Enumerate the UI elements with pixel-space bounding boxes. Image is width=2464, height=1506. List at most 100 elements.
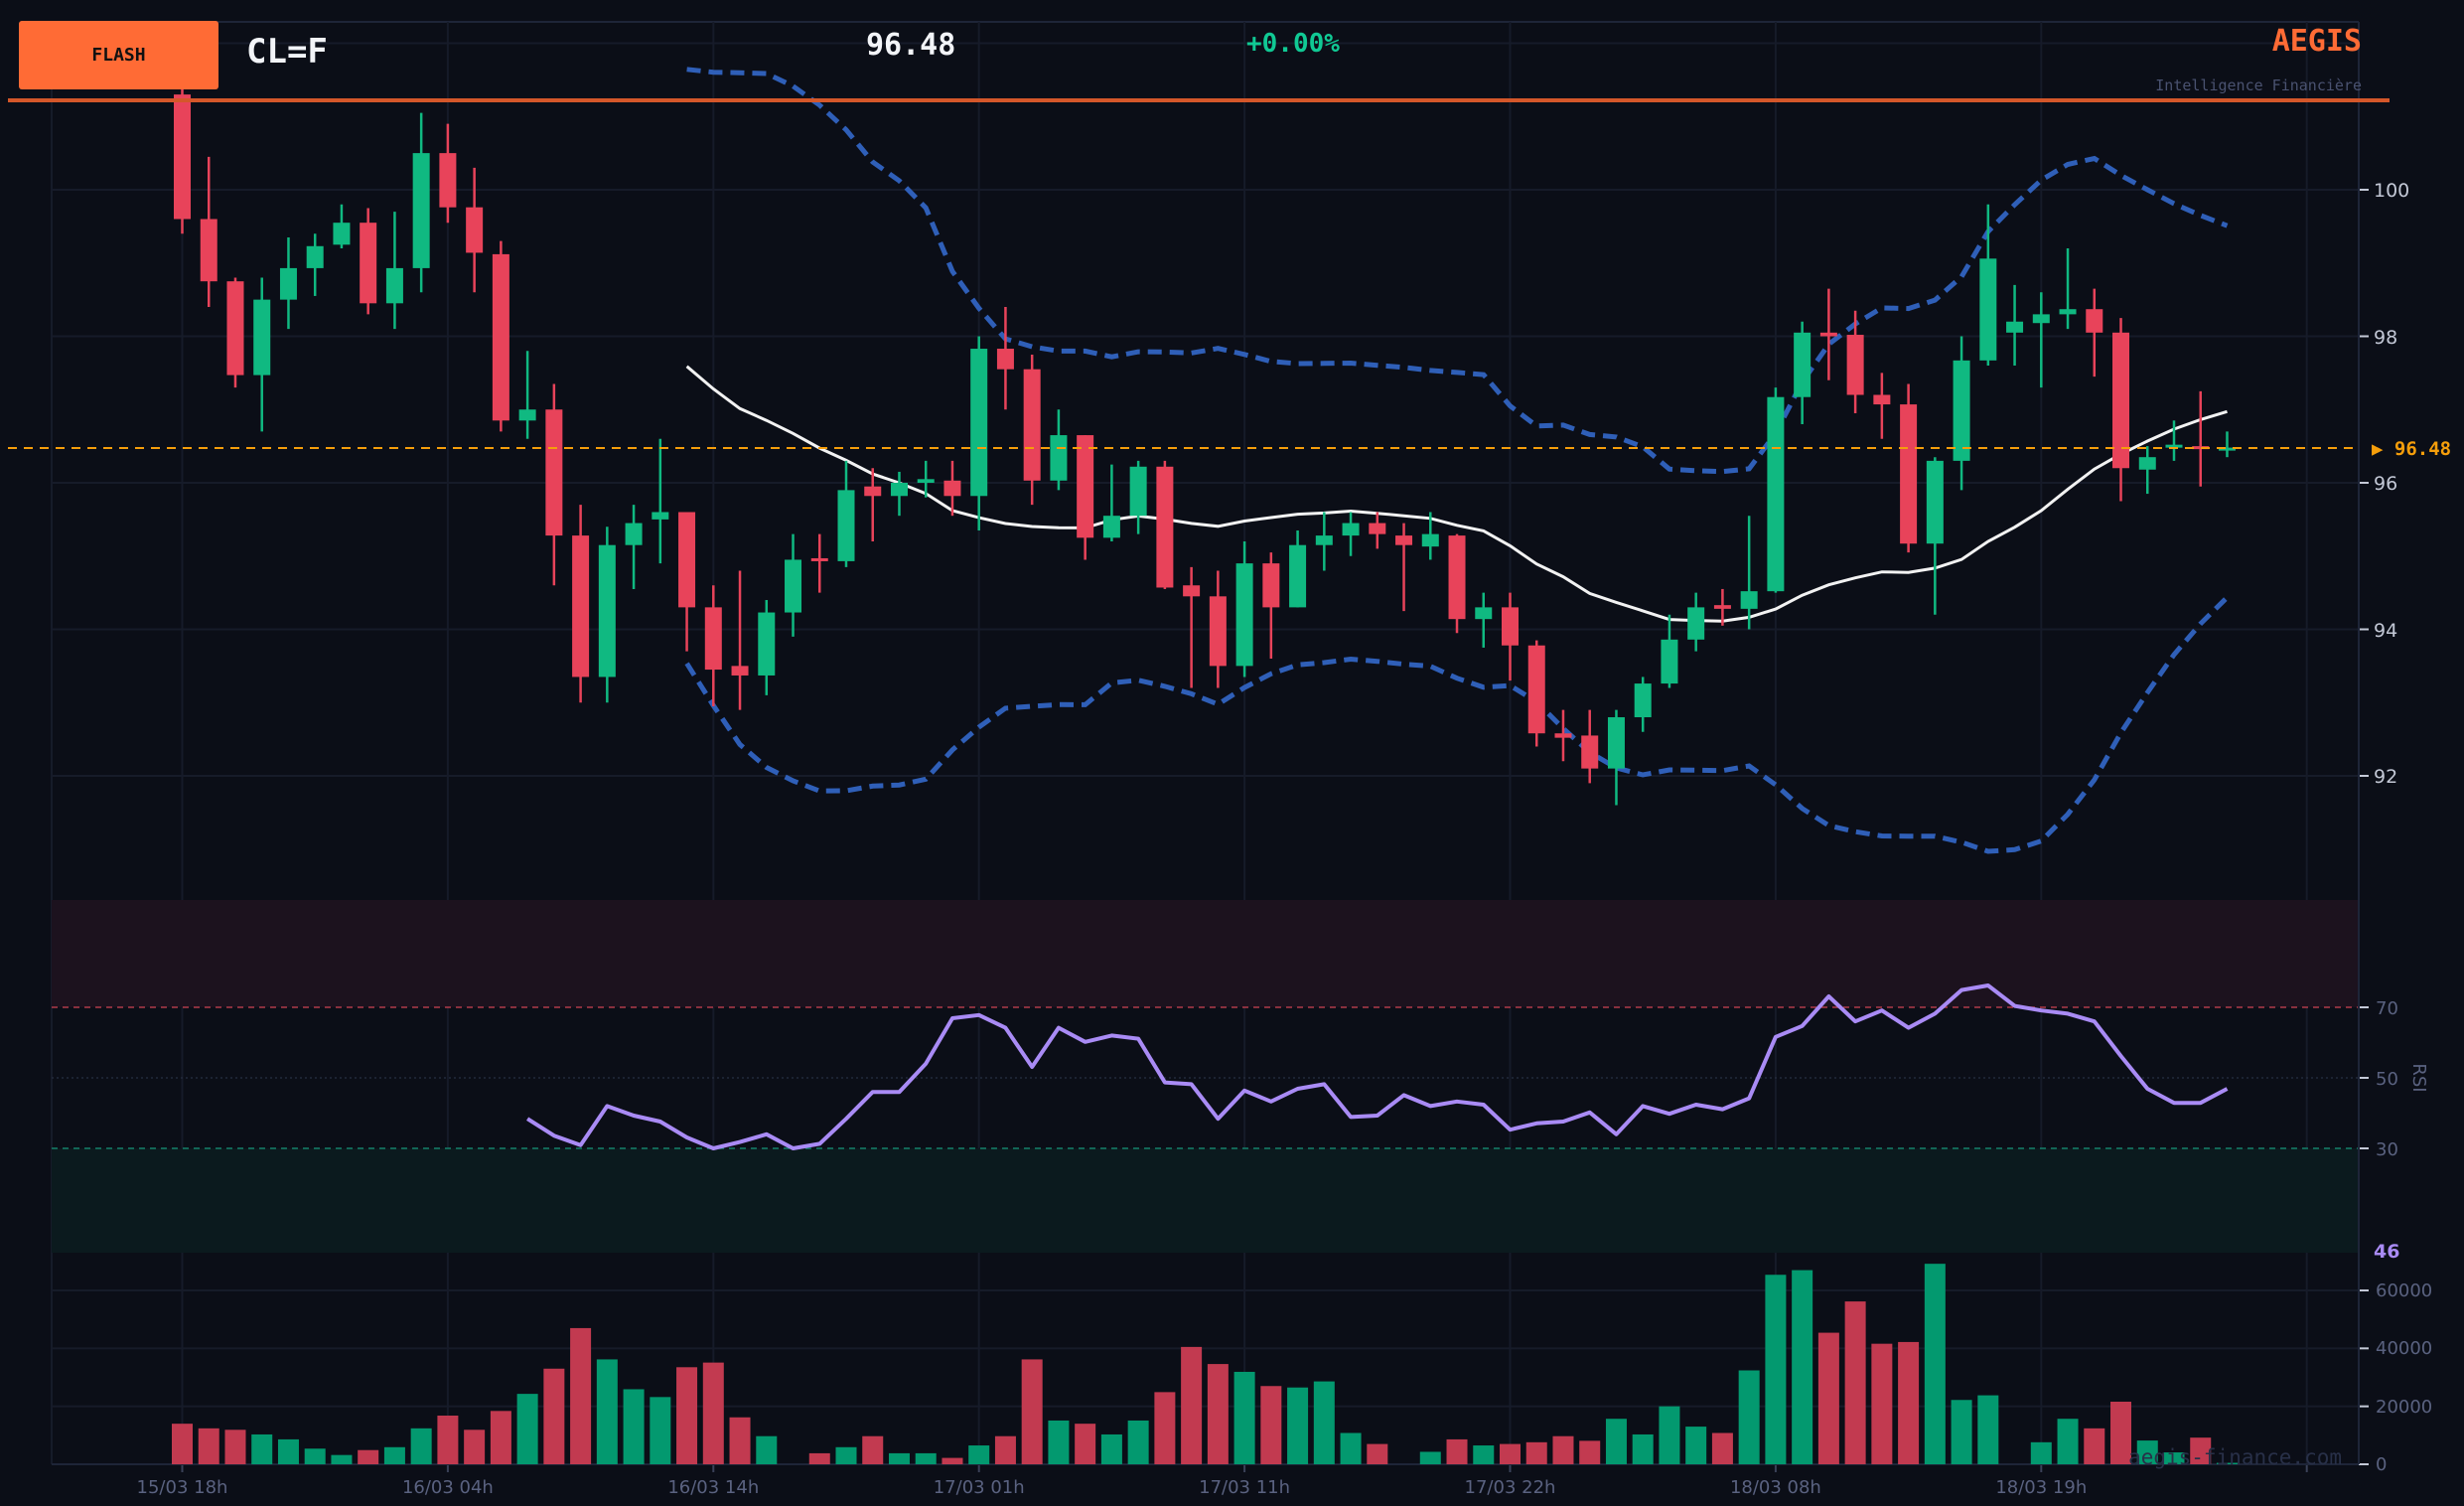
volume-bar: [1181, 1346, 1203, 1464]
candle-body: [1395, 535, 1413, 545]
candle-body: [1102, 516, 1120, 538]
candle-body: [2192, 446, 2210, 450]
current-price: 96.48: [866, 28, 956, 63]
volume-bar: [1977, 1395, 1999, 1464]
volume-tick: 60000: [2376, 1280, 2432, 1301]
volume-bar: [1711, 1432, 1733, 1464]
volume-bar: [862, 1435, 884, 1464]
candle-body: [1235, 563, 1253, 667]
rsi-overbought-zone: [52, 900, 2359, 1007]
rsi-tick: 50: [2376, 1069, 2398, 1090]
candle-body: [412, 153, 430, 268]
volume-bar: [2030, 1441, 2052, 1464]
rsi-oversold-zone: [52, 1148, 2359, 1253]
candle-body: [758, 612, 776, 676]
volume-bar: [224, 1430, 246, 1464]
time-label: 18/03 08h: [1730, 1477, 1821, 1498]
time-label: 17/03 11h: [1199, 1477, 1290, 1498]
time-label: 17/03 22h: [1465, 1477, 1556, 1498]
volume-bar: [304, 1448, 326, 1464]
candle-body: [1926, 460, 1944, 544]
candle-body: [943, 480, 961, 497]
candle-body: [518, 409, 536, 421]
candle-body: [2165, 444, 2183, 448]
volume-bar: [172, 1424, 193, 1464]
candle-body: [1289, 544, 1307, 608]
grid: [51, 21, 2369, 1472]
rsi-last-value: 46: [2374, 1241, 2399, 1263]
volume-bar: [1446, 1438, 1468, 1464]
candle-body: [917, 479, 935, 483]
candle-body: [2032, 314, 2050, 324]
volume-bar: [1579, 1440, 1601, 1464]
bollinger-bands: [684, 67, 2230, 854]
volume-bar: [942, 1457, 963, 1464]
candle-body: [996, 349, 1014, 370]
candle-body: [785, 559, 802, 613]
bollinger-lower: [684, 595, 2230, 854]
rsi-axis: 70 50 30 RSI 46: [2374, 998, 2429, 1263]
candle-body: [439, 153, 457, 208]
volume-bar: [968, 1445, 990, 1464]
volume-bar: [516, 1394, 538, 1464]
volume-bar: [543, 1368, 565, 1464]
volume-bar: [2136, 1440, 2158, 1464]
volume-bar: [1207, 1364, 1229, 1464]
candle-body: [466, 207, 484, 253]
volume-bar: [1367, 1443, 1388, 1464]
rsi-series: [526, 983, 2229, 1150]
candle-body: [2138, 457, 2156, 470]
candle-body: [1846, 335, 1864, 395]
candle-body: [360, 223, 377, 304]
volume-tick: 40000: [2376, 1338, 2432, 1359]
volume-bar: [198, 1428, 219, 1464]
candle-body: [1819, 332, 1837, 337]
candle-body: [1900, 404, 1918, 544]
volume-bar: [1075, 1424, 1096, 1464]
volume-tick: 0: [2376, 1454, 2387, 1475]
candle-body: [1050, 435, 1068, 481]
candle-body: [200, 219, 217, 282]
candle-body: [492, 253, 509, 421]
volume-bars: [172, 1264, 2238, 1464]
volume-bar: [1473, 1445, 1495, 1464]
candle-body: [279, 267, 297, 300]
volume-bar: [2084, 1428, 2105, 1464]
candle-body: [970, 349, 988, 497]
candle-body: [1687, 607, 1705, 640]
candle-body: [890, 483, 908, 497]
volume-bar: [1048, 1420, 1070, 1464]
price-axis: 100 98 96 94 92 ▶ 96.48: [2372, 180, 2451, 788]
header-divider: [8, 98, 2390, 102]
watermark: aegis-finance.com: [2128, 1445, 2342, 1469]
candle-body: [810, 557, 828, 561]
time-label: 15/03 18h: [137, 1477, 228, 1498]
volume-bar: [756, 1435, 778, 1464]
candle-body: [1794, 332, 1812, 397]
candle-body: [704, 607, 722, 671]
volume-bar: [888, 1452, 910, 1464]
candles: [174, 79, 2236, 806]
volume-bar: [1659, 1406, 1680, 1464]
volume-bar: [729, 1417, 751, 1464]
candle-body: [1448, 535, 1466, 620]
rsi-axis-title: RSI: [2408, 1063, 2429, 1092]
candle-body: [1953, 360, 1970, 461]
volume-bar: [1817, 1332, 1839, 1464]
last-price-label: ▶ 96.48: [2372, 438, 2451, 460]
price-tick: 92: [2374, 766, 2397, 788]
volume-bar: [1287, 1387, 1309, 1464]
volume-bar: [650, 1397, 671, 1464]
candle-body: [1581, 735, 1599, 769]
volume-bar: [437, 1416, 459, 1464]
volume-tick: 20000: [2376, 1397, 2432, 1418]
time-label: 16/03 14h: [667, 1477, 759, 1498]
volume-bar: [1100, 1433, 1122, 1464]
volume-bar: [1792, 1270, 1813, 1464]
volume-bar: [570, 1327, 592, 1464]
volume-bar: [1898, 1341, 1920, 1464]
candle-body: [652, 512, 669, 520]
candle-body: [2218, 447, 2236, 451]
price-change: +0.00%: [1246, 29, 1340, 59]
